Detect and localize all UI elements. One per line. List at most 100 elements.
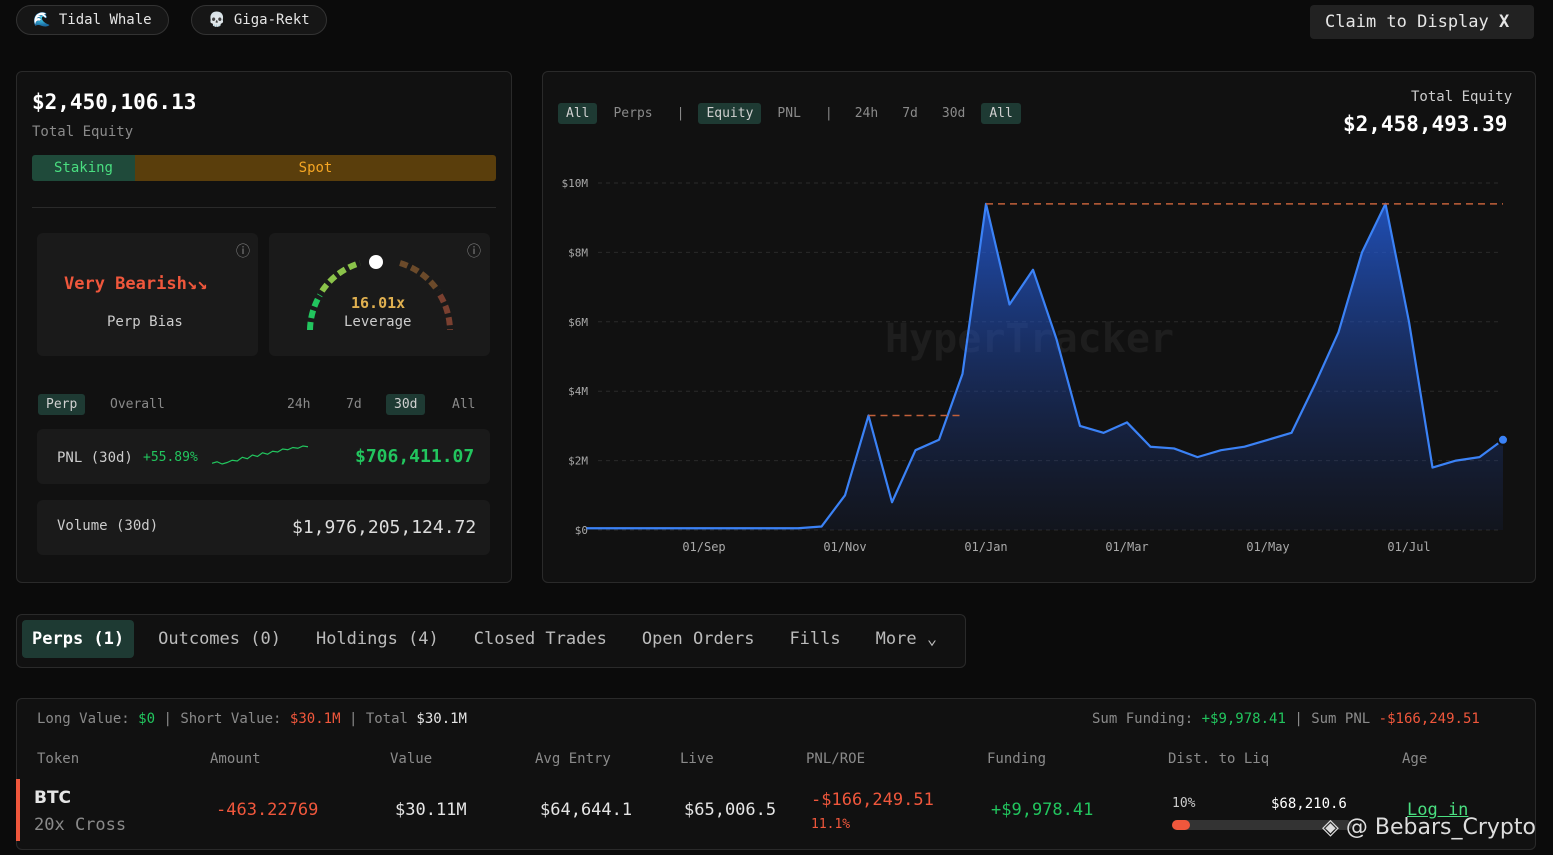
column-header: Funding [987, 751, 1047, 767]
separator: | [824, 106, 833, 121]
y-tick-label: $6M [568, 316, 588, 329]
gauge-arc [399, 260, 441, 293]
volume: $1,976,205,124.72 [292, 517, 477, 538]
mode: 20x Cross [34, 815, 127, 835]
divider [32, 207, 496, 208]
bias-card [37, 233, 258, 356]
liq-bar [1172, 820, 1352, 830]
pnl: $706,411.07 [355, 446, 475, 467]
toolbar-tab[interactable]: All [558, 103, 598, 124]
wallet-tab[interactable]: 🌊 Tidal Whale [16, 5, 169, 35]
x-tick-label: 01/Jan [964, 540, 1007, 554]
tab[interactable]: Closed Trades [473, 629, 607, 649]
tab[interactable]: Perps (1) [22, 620, 135, 658]
tab[interactable]: More ⌄ [875, 629, 938, 649]
tab[interactable]: Outcomes (0) [158, 629, 281, 649]
spot-bar: Spot [135, 155, 496, 181]
equity-line [586, 202, 1504, 530]
last-point [1497, 433, 1509, 446]
y-tick-label: $0 [575, 524, 588, 537]
column-header: Live [680, 751, 714, 767]
liq-fill [1172, 820, 1190, 830]
label: Total [365, 711, 408, 727]
info-icon[interactable]: ⓘ [467, 244, 481, 260]
gauge-knob [369, 255, 383, 269]
x-tick-label: 01/Sep [682, 540, 725, 554]
close[interactable]: X [1499, 12, 1510, 32]
credit-text: @ Bebars_Crypto [1345, 815, 1536, 840]
x-tick-label: 01/Nov [823, 540, 866, 554]
short-marker [16, 779, 20, 841]
column-header: Token [37, 751, 80, 767]
bias-label: Perp Bias [107, 314, 183, 330]
dist: 10% [1172, 796, 1196, 811]
toolbar-tab[interactable]: 24h [854, 106, 879, 121]
total-equity: $2,458,493.39 [1343, 112, 1508, 136]
label: Long Value: [37, 711, 130, 727]
bias-text: Very Bearish [64, 274, 187, 294]
equity-chart: $0 $2M $4M $6M $8M $10M 01/Sep 01/Nov 01/Jan 01/M… [562, 177, 1509, 554]
toolbar-tab[interactable]: 30d [941, 106, 966, 121]
tab-label: Tidal Whale [58, 12, 152, 28]
column-header: Value [390, 751, 433, 767]
volume-card [37, 500, 490, 555]
label: Sum PNL [1311, 711, 1371, 727]
long-value: $0 [138, 711, 156, 727]
x-tick-label: 01/Jul [1387, 540, 1430, 554]
gauge-arc [437, 293, 453, 331]
range-tab[interactable]: 30d [386, 394, 426, 415]
pnl-pct: +55.89% [143, 450, 198, 465]
short-value: $30.1M [289, 711, 341, 727]
toolbar-tab[interactable]: Equity [698, 103, 762, 124]
tabs: Perps (1) Outcomes (0) Holdings (4) Closed … [22, 620, 962, 658]
label: Short Value: [180, 711, 282, 727]
sum-funding: +$9,978.41 [1201, 711, 1286, 727]
tab[interactable]: Fills [789, 629, 841, 649]
chart-toolbar: All Perps | Equity PNL | 24h 7d 30d All [558, 103, 1029, 124]
equity: $2,450,106.13 [32, 90, 197, 114]
pnl-label: PNL (30d) [57, 450, 133, 466]
volume-label: Volume (30d) [57, 518, 159, 534]
live: $65,006.5 [684, 800, 777, 820]
leverage-card [269, 233, 490, 356]
gauge-arc [319, 260, 361, 293]
y-tick-label: $2M [568, 455, 588, 468]
leverage-label: Leverage [344, 314, 412, 330]
gauge [307, 255, 453, 331]
equity-label: Total Equity [32, 124, 134, 140]
range-tab[interactable]: 24h [287, 397, 311, 412]
toolbar-tab[interactable]: Perps [613, 106, 653, 121]
pnl-card [37, 429, 490, 484]
staking-bar: Staking [32, 155, 135, 181]
y-tick-label: $8M [568, 246, 588, 259]
x-tick-label: 01/May [1246, 540, 1289, 554]
wallet-tab[interactable]: 💀 Giga-Rekt [191, 5, 327, 35]
bias: Very Bearish↘↘ [64, 274, 208, 294]
value: $30.11M [395, 800, 467, 820]
claim-button[interactable]: Claim to Display X [1310, 5, 1534, 39]
equity-area [586, 203, 1503, 530]
claim-label: Claim to Display [1325, 12, 1489, 32]
toolbar-tab[interactable]: 7d [902, 106, 918, 121]
column-header: PNL/ROE [806, 751, 866, 767]
range-tab[interactable]: All [452, 397, 476, 412]
gauge-arc [307, 293, 323, 331]
toolbar-tab[interactable]: PNL [777, 106, 801, 121]
tab-label: Giga-Rekt [233, 12, 310, 28]
liq-price: $68,210.6 [1271, 796, 1347, 812]
credit: ◈ @ Bebars_Crypto [1322, 815, 1536, 840]
column-header: Avg Entry [535, 751, 611, 767]
column-header: Dist. to Liq [1168, 751, 1270, 767]
tab[interactable]: Open Orders [641, 629, 755, 649]
filter-tab[interactable]: Perp [38, 394, 86, 415]
amount: -463.22769 [216, 800, 319, 820]
filter-tab[interactable]: Overall [110, 397, 165, 412]
pnl: -$166,249.51 [811, 790, 934, 810]
info-icon[interactable]: ⓘ [236, 244, 250, 260]
toolbar-tab[interactable]: All [981, 103, 1021, 124]
login-link[interactable]: Log in [1407, 800, 1469, 820]
range-tab[interactable]: 7d [346, 397, 362, 412]
roe: 11.1% [811, 817, 851, 832]
column-header: Age [1402, 751, 1428, 767]
tab[interactable]: Holdings (4) [315, 629, 439, 649]
